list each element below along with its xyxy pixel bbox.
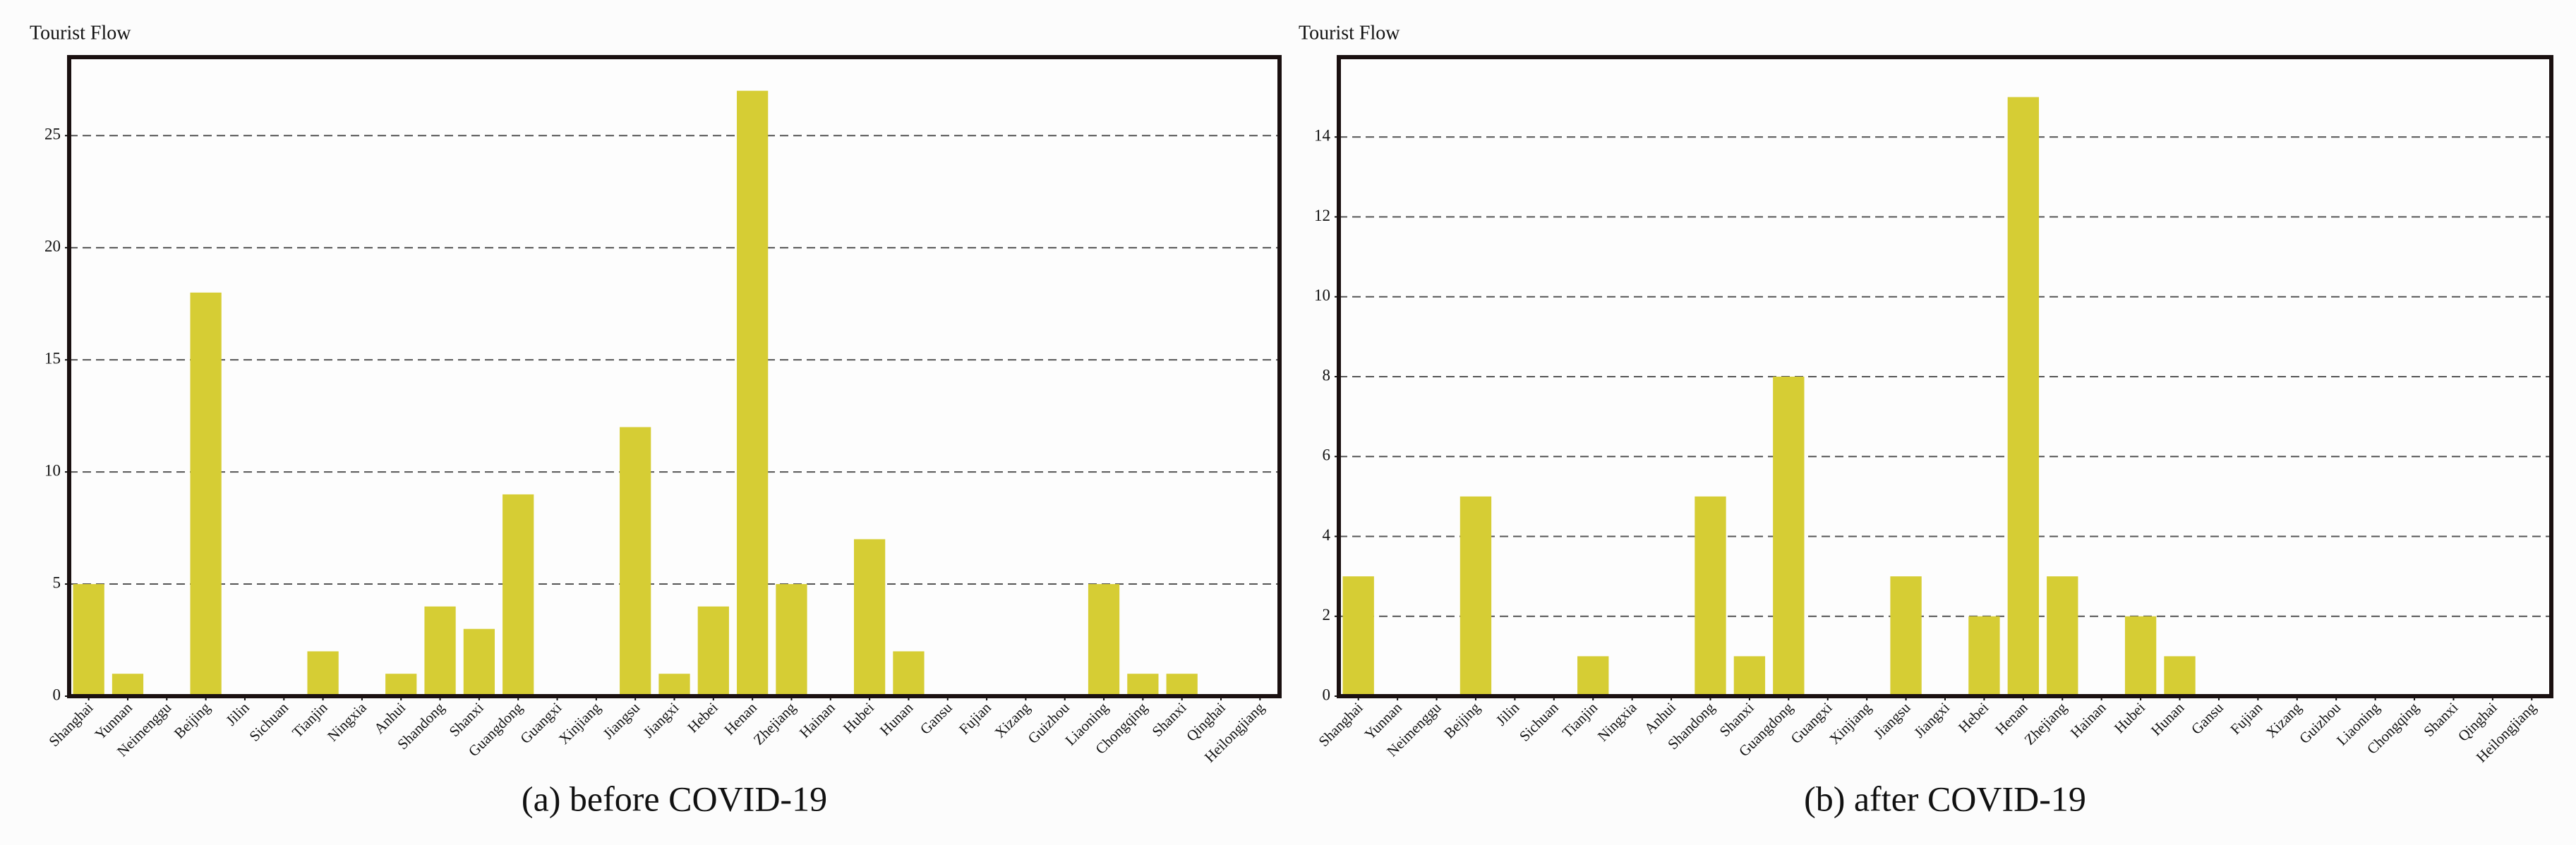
y-tick-label: 0 — [53, 686, 61, 703]
bar — [1695, 496, 1726, 696]
bar — [1968, 616, 2000, 696]
bar — [1459, 496, 1492, 696]
bar — [1890, 576, 1922, 696]
plot-frame — [67, 55, 1282, 698]
y-axis-label: Tourist Flow — [30, 22, 131, 44]
bar — [1773, 377, 1805, 696]
y-tick-label: 4 — [1323, 526, 1331, 544]
y-tick-label: 0 — [1323, 686, 1331, 703]
y-tick-label: 25 — [44, 126, 61, 143]
bar — [1342, 576, 1374, 696]
y-tick-label: 6 — [1323, 446, 1331, 464]
plot-area — [69, 57, 1280, 696]
bar — [776, 584, 807, 696]
bar — [1166, 674, 1198, 696]
bar — [737, 90, 769, 696]
bar — [2124, 616, 2157, 696]
bar — [853, 539, 886, 696]
plot-frame — [1337, 55, 2553, 698]
bar — [385, 674, 417, 696]
bar — [1733, 656, 1766, 696]
bar — [658, 674, 690, 696]
y-tick-label: 10 — [44, 461, 61, 479]
bar — [190, 292, 222, 697]
bar — [697, 606, 729, 696]
bar — [463, 628, 495, 696]
y-tick-label: 20 — [44, 237, 61, 255]
bar — [2007, 97, 2040, 696]
y-tick-label: 5 — [53, 573, 61, 591]
bar — [1088, 584, 1120, 696]
caption: (a) before COVID-19 — [522, 779, 827, 818]
y-tick-label: 8 — [1323, 366, 1331, 384]
bar — [620, 427, 651, 696]
bar — [112, 674, 144, 696]
bar — [893, 651, 925, 696]
y-tick-label: 10 — [1314, 286, 1330, 304]
bar — [307, 651, 339, 696]
bar — [424, 606, 456, 696]
bar — [1127, 674, 1159, 696]
y-tick-label: 14 — [1314, 127, 1331, 145]
bar — [1577, 656, 1609, 696]
bar — [2047, 576, 2078, 696]
bar — [2164, 656, 2196, 696]
bar — [73, 584, 104, 696]
y-tick-label: 15 — [44, 349, 61, 367]
caption: (b) after COVID-19 — [1804, 779, 2086, 818]
y-tick-label: 12 — [1314, 207, 1330, 224]
bar — [502, 494, 534, 696]
y-axis-label: Tourist Flow — [1299, 22, 1400, 44]
y-tick-label: 2 — [1323, 606, 1331, 624]
